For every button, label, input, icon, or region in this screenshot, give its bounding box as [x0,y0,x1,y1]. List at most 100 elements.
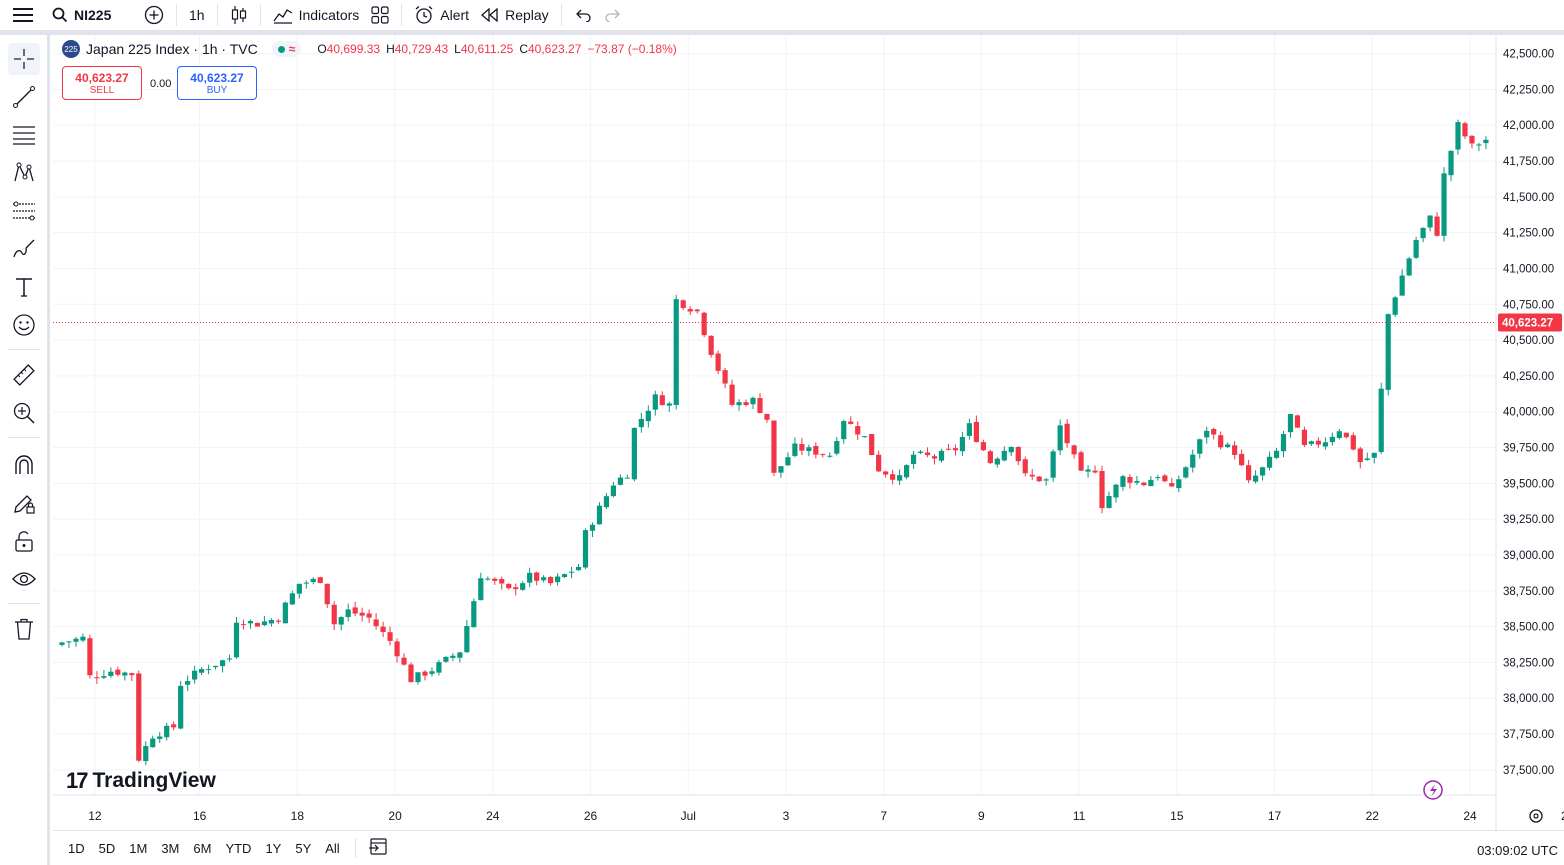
alert-button[interactable]: Alert [408,2,475,28]
price-axis[interactable] [1496,35,1564,830]
brush-tool[interactable] [8,233,40,265]
high-value: 40,729.43 [394,42,449,56]
text-tool[interactable] [8,271,40,303]
candle-body [401,657,407,665]
sell-button[interactable]: 40,623.27 SELL [62,66,142,100]
delayed-data-icon: ≈ [288,42,296,56]
candle-body [959,436,966,452]
last-price-badge [1498,313,1562,332]
magnet-tool[interactable] [8,449,40,481]
range-button-6m[interactable]: 6M [193,840,212,856]
emoji-icon [13,314,35,336]
range-button-all[interactable]: All [325,840,340,856]
layouts-button[interactable] [365,2,395,28]
fib-tool[interactable] [8,119,40,151]
zoom-tool[interactable] [8,397,40,429]
candle-body [282,602,288,624]
undo-button[interactable] [568,2,598,28]
candle-body [561,574,568,578]
utc-clock[interactable]: 03:09:02 UTC [1477,843,1558,858]
range-button-3m[interactable]: 3M [161,840,180,856]
candle-body [1385,314,1391,390]
projection-tool[interactable] [8,195,40,227]
candle-body [226,658,233,660]
candle-body [722,370,728,384]
candle-body [952,448,959,451]
pattern-tool[interactable] [8,157,40,189]
candle-body [785,457,791,466]
symbol-label: NI225 [74,7,112,23]
range-button-ytd[interactable]: YTD [225,840,252,856]
symbol-title[interactable]: Japan 225 Index · 1h · TVC [86,41,258,57]
candle-body [589,524,596,531]
pencil-lock-icon [14,495,35,514]
candle-body [778,466,784,473]
candle-body [192,670,198,680]
emoji-tool[interactable] [8,309,40,341]
settings-gear-center-icon [1533,813,1539,819]
candle-body [471,601,477,628]
time-axis-label: 24 [486,809,500,823]
plot-area[interactable] [53,35,1496,795]
market-status-badge[interactable]: ≈ [271,41,302,57]
close-label: C [519,42,528,56]
range-button-5y[interactable]: 5Y [295,840,312,856]
price-axis-label: 40,750.00 [1503,299,1554,311]
menu-button[interactable] [0,2,46,28]
candle-body [275,620,281,622]
candle-body [736,402,742,406]
candle-body [1141,482,1147,486]
remove-drawings-tool[interactable] [8,613,40,645]
price-chart[interactable]: 42,500.00 42,250.00 42,000.00 41,750.00 41,5… [53,35,1564,830]
candle-body [1301,429,1308,446]
indicators-button[interactable]: Indicators [267,2,366,28]
pattern-icon [14,162,34,182]
tradingview-logo[interactable]: 17 TradingView [66,768,216,794]
range-button-1d[interactable]: 1D [68,840,85,856]
candle-body [554,576,561,583]
sell-label: SELL [89,84,115,96]
candle-body [478,578,484,601]
alarm-clock-icon [415,6,433,24]
lock-all-tool[interactable] [8,525,40,557]
toolbar-divider [259,4,261,26]
redo-button[interactable] [598,2,628,28]
candle-body [122,672,128,676]
candle-body [422,671,428,676]
toolbar-divider [401,4,403,26]
price-axis-label: 42,500.00 [1503,49,1554,61]
range-button-1m[interactable]: 1M [129,840,148,856]
range-button-5d[interactable]: 5D [98,840,116,856]
settings-gear-icon[interactable] [1529,809,1543,823]
candle-body [938,450,945,461]
compare-button[interactable] [138,2,170,28]
interval-button[interactable]: 1h [183,2,211,28]
candle-body [1392,297,1398,315]
redo-icon [605,9,620,22]
candle-body [408,664,414,683]
measure-tool[interactable] [8,359,40,391]
visibility-tool[interactable] [8,563,40,595]
candles-icon [231,6,246,24]
candle-body [1476,144,1482,146]
buy-button[interactable]: 40,623.27 BUY [177,66,257,100]
symbol-search-button[interactable]: NI225 [46,2,138,28]
range-button-1y[interactable]: 1Y [265,840,282,856]
candle-body [1252,475,1259,482]
lock-drawing-tool[interactable] [8,487,40,519]
candle-body [380,626,386,632]
go-to-date-button[interactable] [364,836,392,861]
crosshair-tool[interactable] [8,43,40,75]
candle-body [596,505,603,525]
close-value: 40,623.27 [527,42,582,56]
low-value: 40,611.25 [460,42,514,56]
replay-button[interactable]: Replay [475,2,555,28]
chart-type-button[interactable] [224,2,254,28]
candle-body [219,660,226,667]
candle-body [1329,436,1335,443]
candle-body [624,477,630,479]
price-axis-label: 39,500.00 [1503,478,1554,490]
candle-body [980,442,986,451]
trend-line-tool[interactable] [8,81,40,113]
candle-body [1434,216,1440,236]
